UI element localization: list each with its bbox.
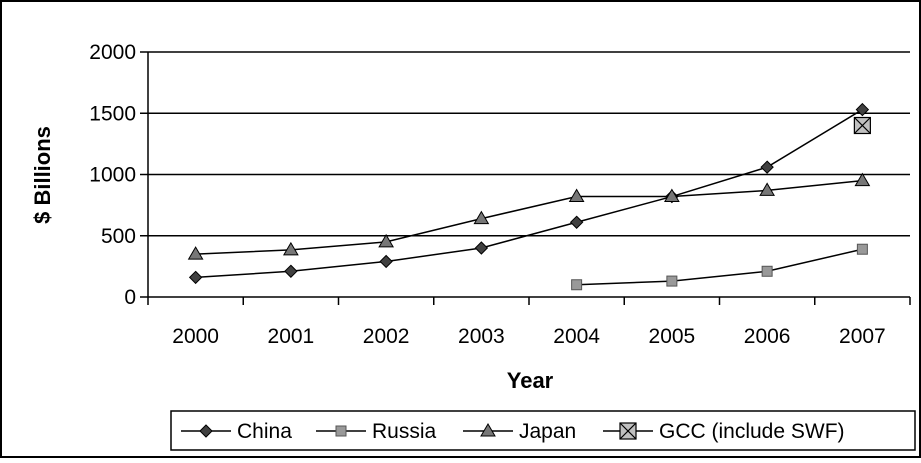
x-tick-label: 2001 (268, 325, 315, 348)
legend-label-russia: Russia (372, 420, 437, 443)
legend-marker-gcc-include-swf (619, 422, 637, 440)
series-line-china (195, 108, 863, 279)
y-tick-label: 1000 (89, 164, 136, 187)
data-point-russia (856, 243, 868, 255)
y-axis-title: $ Billions (30, 126, 55, 224)
data-point-russia (761, 265, 773, 277)
data-point-china (760, 160, 774, 174)
x-tick-label: 2002 (363, 325, 410, 348)
legend-box (170, 410, 916, 451)
legend-label-japan: Japan (519, 420, 576, 443)
x-tick-label: 2003 (458, 325, 505, 348)
x-tick-label: 2005 (649, 325, 696, 348)
legend-marker-japan (480, 423, 496, 437)
x-tick-label: 2004 (553, 325, 600, 348)
data-point-japan (378, 233, 394, 248)
data-point-japan (473, 210, 490, 225)
y-tick-label: 1500 (89, 102, 136, 125)
data-point-japan (568, 188, 585, 203)
data-point-japan (283, 241, 299, 256)
data-point-china (379, 254, 393, 269)
data-point-russia (571, 279, 583, 291)
y-tick-label: 2000 (89, 41, 136, 64)
x-tick-label: 2007 (839, 325, 886, 348)
legend-marker-china (199, 424, 213, 438)
legend-label-china: China (237, 420, 292, 443)
x-tick-label: 2000 (172, 325, 219, 348)
series-line-japan (195, 179, 863, 255)
data-point-russia (666, 275, 678, 287)
y-tick-label: 500 (101, 225, 136, 248)
data-point-japan (187, 246, 204, 260)
data-point-japan (759, 182, 775, 196)
data-point-japan (854, 172, 871, 187)
data-point-china (474, 241, 489, 255)
data-point-china (284, 264, 298, 278)
data-point-china (569, 215, 584, 229)
data-point-japan (664, 188, 680, 203)
series-line-russia (576, 248, 863, 286)
legend-label-gcc-include-swf: GCC (include SWF) (659, 420, 845, 443)
data-point-china (188, 270, 203, 285)
data-point-china (855, 102, 870, 117)
legend: China Russia Japan GCC (include SWF) (170, 410, 916, 451)
x-tick-label: 2006 (744, 325, 791, 348)
y-tick-label: 0 (124, 286, 136, 309)
legend-marker-russia (335, 425, 347, 437)
data-point-gcc-include-swf (853, 116, 871, 135)
x-axis-title: Year (507, 368, 554, 393)
